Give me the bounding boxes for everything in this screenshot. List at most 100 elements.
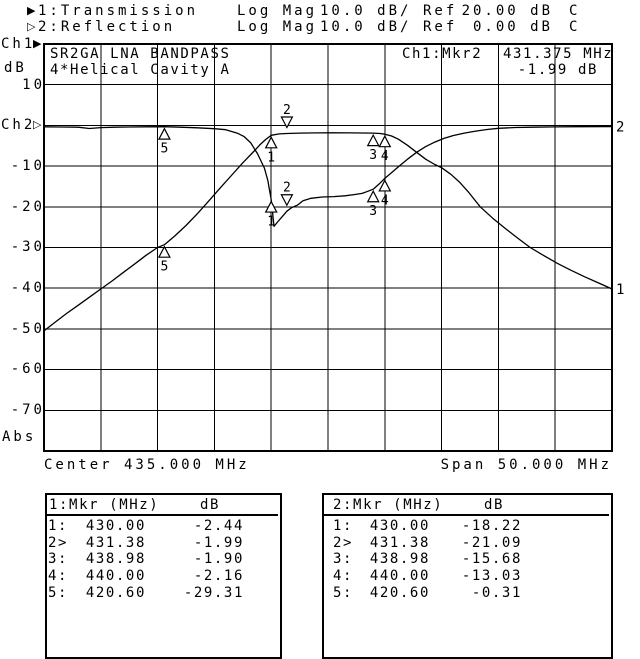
marker-5-ch2-number: 5	[161, 142, 169, 157]
abs-label: Abs	[2, 429, 37, 445]
ch1-active-icon: ▶	[27, 4, 36, 17]
marker-2-ch1-number: 2	[283, 103, 291, 118]
marker-table-row-db: -21.09	[461, 534, 522, 551]
ch2-axis-label: Ch2	[1, 117, 36, 133]
marker-table-row-db: -18.22	[461, 518, 522, 534]
trace-transmission	[43, 132, 613, 332]
marker-table-ch1-db-header: dB	[200, 497, 221, 513]
marker-4-ch2-icon	[378, 179, 392, 192]
marker-table-ch2-divider	[322, 514, 609, 516]
marker-2-ch2-icon	[280, 194, 294, 207]
marker-1-ch1-icon	[264, 136, 278, 149]
marker-table-ch2-header: 2:Mkr (MHz)	[333, 497, 444, 513]
ch2-ref-arrow-icon: ▷	[33, 118, 42, 131]
marker-4-ch2-number: 4	[381, 193, 389, 208]
ch1-axis-label: Ch1	[1, 36, 36, 52]
marker-5-ch2-icon	[157, 127, 171, 140]
marker-table-row-label: 3:	[48, 551, 69, 568]
marker-table-ch2	[322, 493, 613, 659]
marker-table-row-freq: 420.60	[369, 584, 430, 601]
y-tick-n40: -40	[10, 280, 45, 296]
ch2-ref-label: Ref	[423, 19, 458, 35]
marker-table-row-label: 2>	[48, 534, 69, 551]
grid-border	[43, 43, 613, 452]
marker-table-row-label: 5:	[333, 584, 354, 601]
marker-5-ch1-number: 5	[161, 260, 169, 275]
y-tick-n10: -10	[10, 158, 45, 174]
marker-table-row-freq: 440.00	[85, 568, 146, 585]
marker-2-ch2-number: 2	[283, 181, 291, 196]
y-tick-n70: -70	[10, 402, 45, 418]
ch2-active-icon: ▷	[27, 20, 36, 33]
marker-table-row-freq: 438.98	[369, 551, 430, 568]
marker-table-row-db: -1.90	[193, 551, 244, 568]
marker-2-ch1-icon	[280, 116, 294, 129]
ch1-format: Log Mag	[237, 3, 318, 19]
marker-table-row-label: 2>	[333, 534, 354, 551]
y-tick-n60: -60	[10, 361, 45, 377]
marker-3-ch1-icon	[366, 133, 380, 147]
marker-readout-channel: Ch1:Mkr2	[402, 46, 483, 62]
y-tick-10: 10	[22, 77, 45, 93]
marker-table-row-freq: 431.38	[369, 534, 430, 551]
marker-3-ch2-number: 3	[369, 204, 377, 219]
marker-table-ch1-divider	[45, 514, 278, 516]
ch2-ref-value: 0.00 dB	[472, 19, 553, 35]
marker-table-row-db: -2.44	[193, 518, 244, 534]
marker-table-row-freq: 430.00	[369, 518, 430, 534]
marker-1-ch2-icon	[264, 200, 278, 213]
marker-table-row-label: 4:	[333, 568, 354, 585]
marker-table-row-label: 1:	[333, 518, 354, 534]
marker-table-row-db: -1.99	[193, 534, 244, 551]
y-tick-n20: -20	[10, 199, 45, 215]
marker-table-row-label: 1:	[48, 518, 69, 534]
ch2-format: Log Mag	[237, 19, 318, 35]
marker-table-ch2-db-header: dB	[484, 497, 505, 513]
marker-table-row-db: -29.31	[183, 584, 244, 601]
marker-readout-freq: 431.375 MHz	[503, 46, 614, 62]
marker-table-ch1	[45, 493, 282, 659]
graph-title-line2: 4*Helical Cavity A	[50, 62, 231, 78]
trace1-end-label: 1	[616, 282, 624, 298]
ch1-scale: 10.0 dB/	[320, 3, 412, 19]
graph-title-line1: SR2GA LNA BANDPASS	[50, 46, 231, 62]
ch2-cal-indicator: C	[569, 19, 581, 35]
marker-4-ch1-icon	[378, 134, 392, 148]
y-tick-n50: -50	[10, 321, 45, 337]
marker-1-ch2-number: 1	[267, 215, 275, 230]
ch1-ref-value: 20.00 dB	[461, 3, 553, 19]
ch2-scale: 10.0 dB/	[320, 19, 412, 35]
ch2-trace-name: 2:Reflection	[38, 19, 176, 35]
ch1-ref-arrow-icon: ▶	[33, 37, 42, 50]
marker-table-row-freq: 438.98	[85, 551, 146, 568]
marker-table-row-db: -15.68	[461, 551, 522, 568]
marker-table-ch1-header: 1:Mkr (MHz)	[49, 497, 160, 513]
y-axis-unit: dB	[4, 60, 27, 76]
marker-table-row-label: 5:	[48, 584, 69, 601]
ch1-trace-name: 1:Transmission	[38, 3, 199, 19]
marker-table-row-label: 3:	[333, 551, 354, 568]
marker-table-row-db: -0.31	[471, 584, 522, 601]
marker-table-row-db: -13.03	[461, 568, 522, 585]
ch1-ref-label: Ref	[423, 3, 458, 19]
span-frequency-label: Span 50.000 MHz	[440, 457, 612, 473]
marker-5-ch1-icon	[157, 245, 171, 258]
marker-readout-value: -1.99 dB	[517, 62, 598, 78]
marker-3-ch1-number: 3	[369, 148, 377, 163]
center-frequency-label: Center 435.000 MHz	[44, 457, 250, 473]
y-tick-n30: -30	[10, 239, 45, 255]
marker-table-row-freq: 431.38	[85, 534, 146, 551]
marker-3-ch2-icon	[366, 189, 380, 203]
marker-table-row-label: 4:	[48, 568, 69, 585]
marker-table-row-freq: 440.00	[369, 568, 430, 585]
marker-table-row-db: -2.16	[193, 568, 244, 585]
marker-table-row-freq: 430.00	[85, 518, 146, 534]
marker-1-ch1-number: 1	[267, 150, 275, 165]
ch1-cal-indicator: C	[569, 3, 581, 19]
trace-reflection	[43, 125, 613, 227]
marker-4-ch1-number: 4	[381, 149, 389, 164]
marker-table-row-freq: 420.60	[85, 584, 146, 601]
trace2-end-label: 2	[616, 120, 624, 136]
